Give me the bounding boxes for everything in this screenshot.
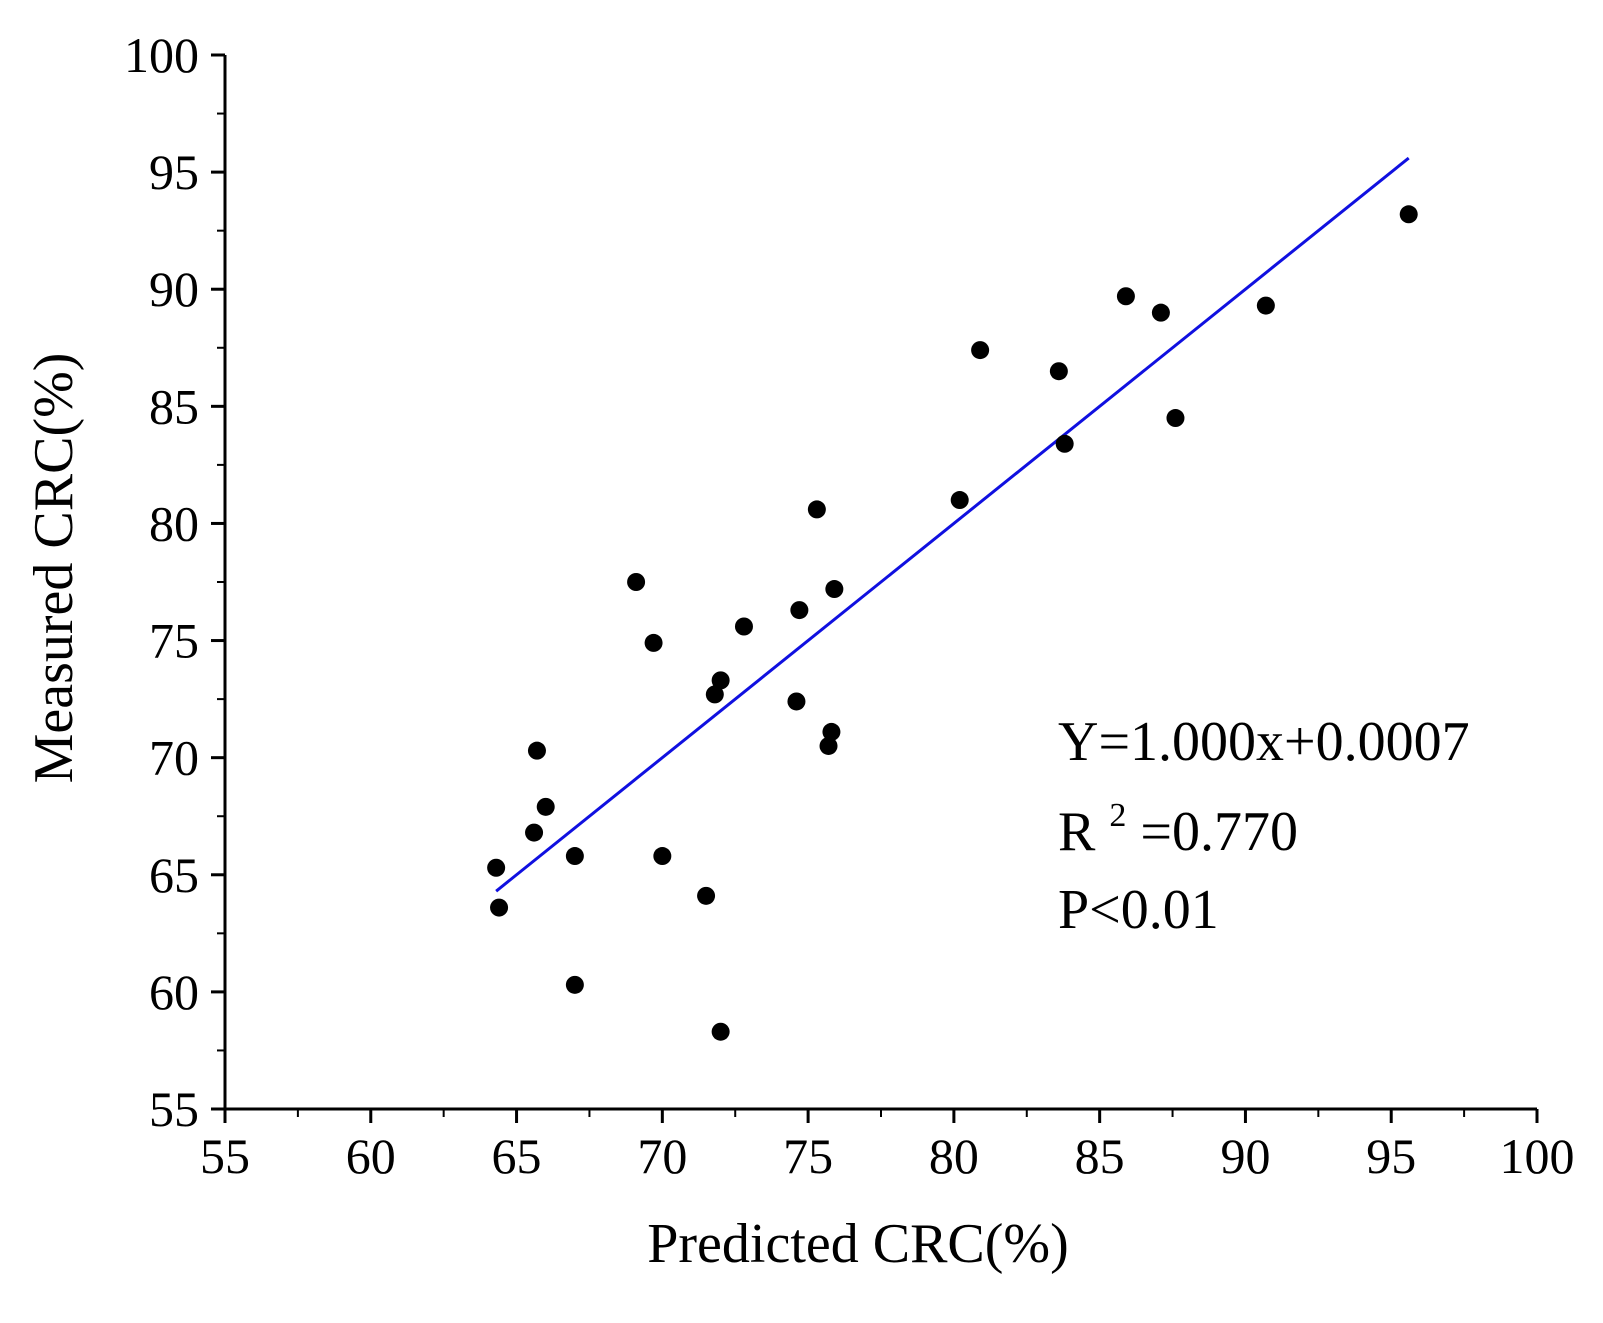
- r-squared-superscript: 2: [1109, 797, 1126, 834]
- data-point: [790, 601, 809, 620]
- data-points: [487, 205, 1418, 1041]
- y-tick-label: 90: [149, 261, 199, 317]
- data-point: [536, 797, 555, 816]
- data-point: [734, 617, 753, 636]
- data-point: [1256, 296, 1275, 315]
- data-point: [705, 685, 724, 704]
- r-squared-value: =0.770: [1140, 801, 1298, 863]
- x-tick-label: 60: [346, 1128, 396, 1184]
- y-tick-label: 95: [149, 144, 199, 200]
- y-axis-ticks: 55 60 65 70 75 80 85 90 95 100: [124, 27, 225, 1137]
- data-point: [697, 886, 716, 905]
- x-tick-label: 70: [637, 1128, 687, 1184]
- x-tick-label: 80: [929, 1128, 979, 1184]
- x-tick-label: 95: [1366, 1128, 1416, 1184]
- x-tick-label: 85: [1075, 1128, 1125, 1184]
- data-point: [787, 692, 806, 711]
- x-tick-label: 55: [200, 1128, 250, 1184]
- y-axis-title: Measured CRC(%): [23, 353, 85, 784]
- p-value-label: P<0.01: [1058, 879, 1219, 941]
- y-tick-label: 60: [149, 964, 199, 1020]
- data-point: [822, 722, 841, 741]
- data-point: [487, 858, 506, 877]
- data-point: [1151, 303, 1170, 322]
- data-point: [825, 580, 844, 599]
- y-tick-label: 100: [124, 27, 199, 83]
- data-point: [1116, 287, 1135, 306]
- data-point: [490, 898, 509, 917]
- data-point: [711, 1022, 730, 1041]
- x-tick-label: 65: [492, 1128, 542, 1184]
- data-point: [525, 823, 544, 842]
- x-axis-ticks: 55 60 65 70 75 80 85 90 95 100: [200, 1109, 1575, 1184]
- x-tick-label: 100: [1500, 1128, 1575, 1184]
- data-point: [971, 341, 990, 360]
- x-axis-title: Predicted CRC(%): [647, 1213, 1068, 1275]
- x-tick-label: 90: [1220, 1128, 1270, 1184]
- x-tick-label: 75: [783, 1128, 833, 1184]
- data-point: [1055, 434, 1074, 453]
- data-point: [565, 975, 584, 994]
- regression-line-group: [495, 156, 1410, 893]
- r-squared-symbol: R: [1058, 801, 1096, 863]
- data-point: [1049, 362, 1068, 381]
- data-point: [711, 671, 730, 690]
- y-tick-label: 55: [149, 1081, 199, 1137]
- regression-line: [495, 156, 1410, 893]
- regression-equation: Y=1.000x+0.0007: [1058, 711, 1470, 773]
- data-point: [1399, 205, 1418, 224]
- y-tick-label: 80: [149, 495, 199, 551]
- data-point: [950, 491, 969, 510]
- data-point: [819, 736, 838, 755]
- y-tick-label: 85: [149, 378, 199, 434]
- data-point: [1166, 409, 1185, 428]
- y-tick-label: 70: [149, 730, 199, 786]
- data-point: [807, 500, 826, 519]
- y-tick-label: 75: [149, 613, 199, 669]
- r-squared-label: R 2 =0.770: [1058, 777, 1298, 863]
- data-point: [644, 633, 663, 652]
- data-point: [527, 741, 546, 760]
- data-point: [653, 847, 672, 866]
- data-point: [565, 847, 584, 866]
- y-tick-label: 65: [149, 847, 199, 903]
- data-point: [627, 573, 646, 591]
